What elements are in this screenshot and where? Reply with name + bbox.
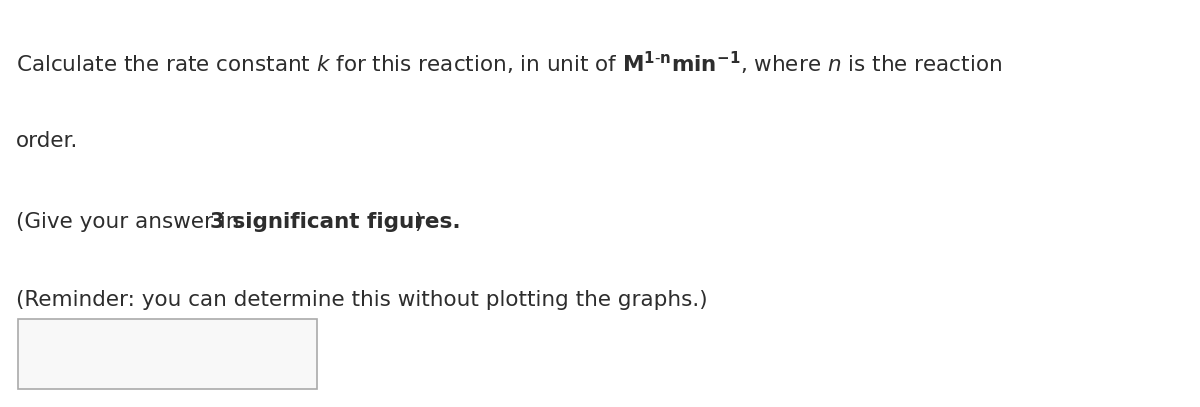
Text: (Give your answer in: (Give your answer in (16, 212, 246, 232)
Text: Calculate the rate constant $k$ for this reaction, in unit of $\mathbf{M^{1\text: Calculate the rate constant $k$ for this… (16, 50, 1002, 77)
Text: 3 significant figures.: 3 significant figures. (210, 212, 461, 232)
Text: order.: order. (16, 131, 78, 151)
Text: (Reminder: you can determine this without plotting the graphs.): (Reminder: you can determine this withou… (16, 291, 708, 311)
Text: ): ) (414, 212, 422, 232)
FancyBboxPatch shape (18, 319, 318, 389)
